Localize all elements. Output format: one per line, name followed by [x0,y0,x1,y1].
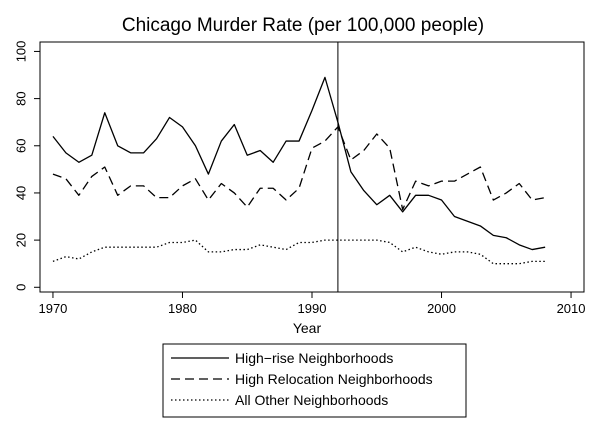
plot-area: 0 20 40 60 80 100 1970 1980 1990 2000 2010 Year [13,41,585,336]
series-line-2 [52,126,546,211]
legend-label: High Relocation Neighborhoods [235,371,433,387]
y-tick-label: 80 [13,91,28,105]
x-tick-label: 2010 [557,301,586,316]
x-tick-label: 1990 [298,301,327,316]
y-tick-label: 20 [13,233,28,247]
legend-label: High−rise Neighborhoods [235,350,393,366]
chart-title: Chicago Murder Rate (per 100,000 people) [122,15,484,36]
legend-box [162,343,467,418]
y-tick-label: 100 [13,41,28,63]
x-tick-label: 1970 [38,301,67,316]
legend-label: All Other Neighborhoods [235,392,388,408]
y-tick-label: 40 [13,186,28,200]
x-axis-title: Year [293,320,322,336]
series-line-3 [52,239,546,265]
x-tick-label: 2000 [427,301,456,316]
series-line-1 [52,76,546,251]
x-tick-label: 1980 [168,301,197,316]
plot-frame [39,41,585,293]
y-tick-label: 60 [13,139,28,153]
y-tick-label: 0 [13,284,28,291]
legend: High−rise Neighborhoods High Relocation N… [162,343,467,418]
